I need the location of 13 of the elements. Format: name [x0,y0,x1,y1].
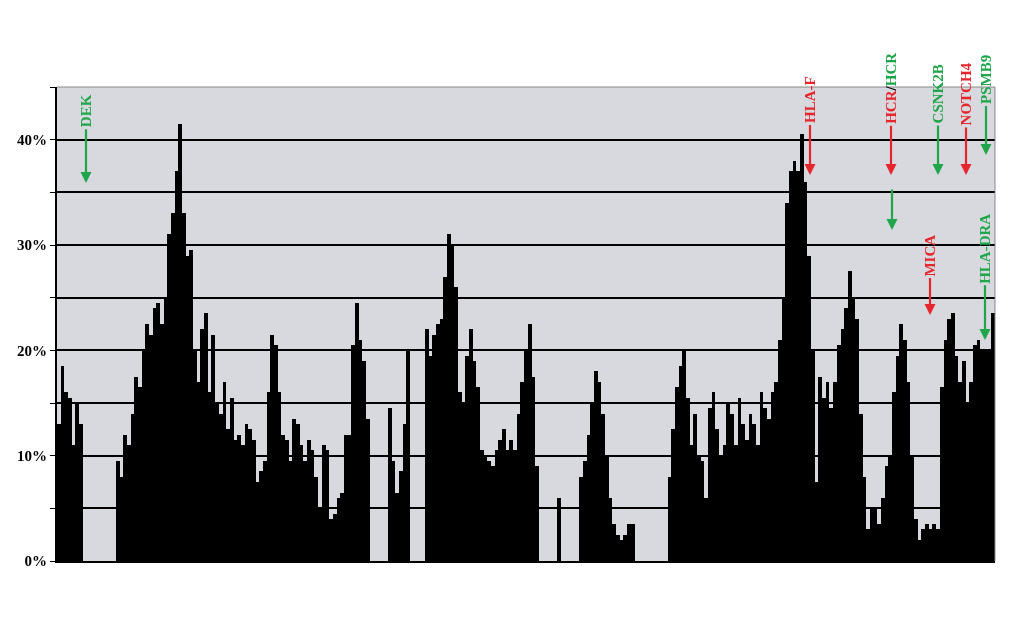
annotation: DEK [77,94,94,128]
annotation: PSMB9 [978,54,994,104]
y-tick-label: 10% [17,447,47,464]
annotation: HLA-F [802,76,818,123]
y-tick-label: 0% [24,553,47,570]
y-tick-label: 30% [17,237,47,254]
y-tick-label: 40% [17,131,47,148]
annotation: HCR/HCR [883,52,900,124]
annotation: MICA [922,234,939,277]
y-tick-label: 20% [17,342,47,359]
annotation: HLA-DRA [977,213,994,284]
annotation: CSNK2B [929,64,946,124]
annotation: NOTCH4 [957,62,974,126]
